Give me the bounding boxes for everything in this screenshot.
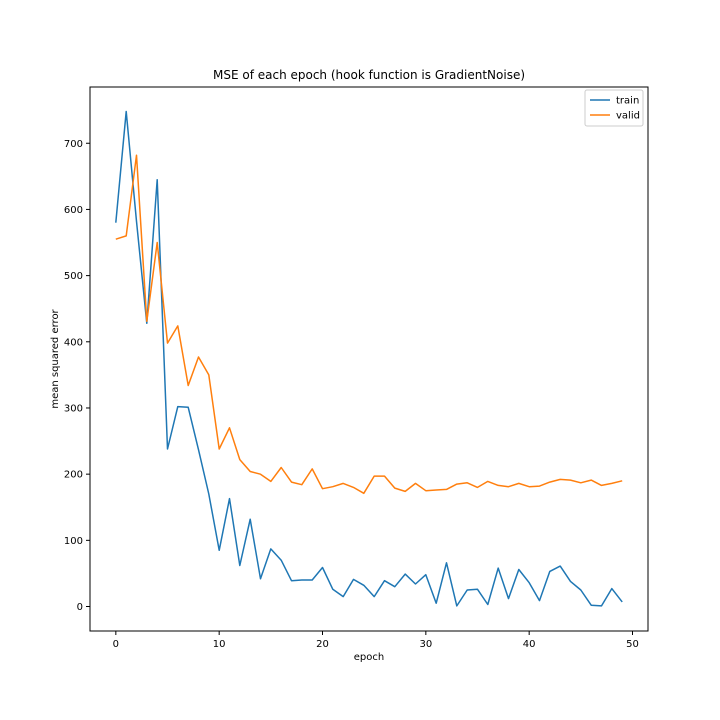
chart-title: MSE of each epoch (hook function is Grad… (213, 68, 525, 82)
y-tick-label: 200 (64, 470, 83, 481)
y-tick-label: 0 (77, 602, 83, 613)
y-tick-label: 300 (64, 403, 83, 414)
y-tick-label: 100 (64, 536, 83, 547)
y-tick-label: 700 (64, 139, 83, 150)
plot-area (89, 86, 649, 632)
series-line-train (115, 110, 623, 607)
y-axis-label: mean squared error (50, 308, 61, 408)
x-tick-label: 40 (523, 639, 536, 650)
series-line-valid (115, 154, 623, 495)
x-axis: 0 10 20 30 40 50 (113, 631, 639, 650)
legend-label-valid: valid (616, 111, 640, 122)
x-tick-label: 50 (626, 639, 639, 650)
x-tick-label: 30 (419, 639, 432, 650)
legend-box (584, 89, 644, 127)
y-tick-label: 600 (64, 205, 83, 216)
legend-label-train: train (616, 96, 639, 107)
x-tick-label: 0 (113, 639, 119, 650)
x-tick-label: 20 (316, 639, 329, 650)
y-tick-label: 500 (64, 271, 83, 282)
x-tick-label: 10 (213, 639, 226, 650)
y-axis: 0 100 200 300 400 500 600 700 (64, 139, 90, 613)
plot-frame (89, 86, 649, 632)
x-axis-label: epoch (354, 652, 384, 663)
y-tick-label: 400 (64, 337, 83, 348)
legend: train valid (584, 89, 644, 127)
